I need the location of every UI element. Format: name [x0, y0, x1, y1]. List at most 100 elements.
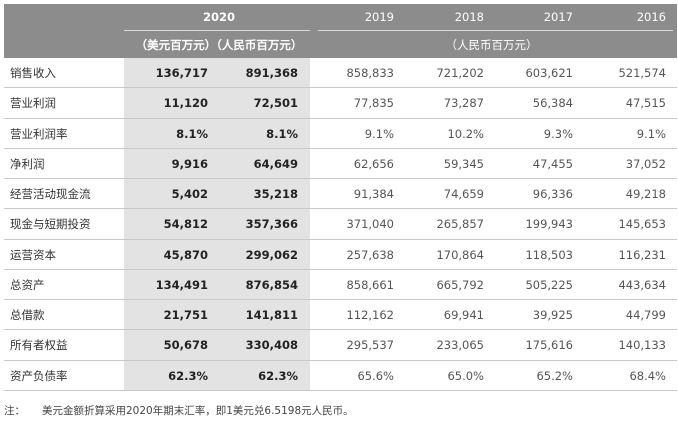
cell-2018: 10.2% [447, 126, 484, 141]
cell-2019: 77,835 [353, 96, 394, 111]
cell-2020-rmb: 141,811 [245, 308, 298, 323]
cell-2019: 65.6% [357, 368, 394, 383]
cell-2018: 59,345 [443, 156, 484, 171]
cell-2020-rmb: 62.3% [258, 368, 298, 383]
cell-2016: 521,574 [618, 66, 666, 80]
cell-2016: 9.1% [636, 126, 666, 141]
column-header-2018: 2018 [454, 10, 484, 24]
cell-2019: 91,384 [353, 187, 394, 202]
cell-2020-rmb: 357,366 [245, 217, 298, 232]
cell-2020-rmb: 330,408 [245, 338, 298, 353]
cell-2018: 721,202 [436, 66, 484, 80]
cell-2020-rmb: 299,062 [245, 247, 298, 262]
cell-2020-rmb: 35,218 [253, 187, 298, 202]
table-row: 总借款 21,751 141,811 112,162 69,941 39,925 44,79… [4, 300, 677, 331]
cell-2016: 44,799 [625, 308, 666, 323]
cell-2020-usd: 136,717 [155, 66, 208, 80]
cell-2016: 443,634 [618, 277, 666, 292]
row-label: 营业利润率 [10, 126, 68, 141]
cell-2019: 371,040 [346, 217, 394, 232]
cell-2020-usd: 134,491 [155, 277, 208, 292]
row-label: 资产负债率 [10, 368, 68, 383]
table-body: 销售收入 136,717 891,368 858,833 721,202 603,621 5… [4, 58, 677, 391]
cell-2020-usd: 21,751 [163, 308, 208, 323]
cell-2017: 199,943 [525, 217, 573, 232]
cell-2017: 505,225 [525, 277, 573, 292]
cell-2016: 145,653 [618, 217, 666, 232]
cell-2016: 47,515 [625, 96, 666, 111]
cell-2020-usd: 9,916 [171, 156, 208, 171]
table-row: 净利润 9,916 64,649 62,656 59,345 47,455 37,052 [4, 149, 677, 180]
table-header: 2020 2019 2018 2017 2016 （美元百万元）（人民币百万元）… [4, 4, 677, 58]
row-label: 营业利润 [10, 96, 56, 111]
footnote-prefix: 注： [4, 405, 25, 417]
cell-2020-usd: 62.3% [168, 368, 208, 383]
header-divider-2020 [124, 30, 310, 31]
cell-2020-rmb: 876,854 [245, 277, 298, 292]
cell-2020-usd: 50,678 [163, 338, 208, 353]
table-row: 总资产 134,491 876,854 858,661 665,792 505,225 44… [4, 270, 677, 301]
column-header-2016: 2016 [636, 10, 666, 24]
row-label: 现金与短期投资 [10, 217, 91, 232]
cell-2020-rmb: 72,501 [253, 96, 298, 111]
table-row: 现金与短期投资 54,812 357,366 371,040 265,857 199,94… [4, 209, 677, 240]
table-row: 所有者权益 50,678 330,408 295,537 233,065 175,616 1… [4, 330, 677, 361]
cell-2020-rmb: 891,368 [245, 66, 298, 80]
cell-2018: 69,941 [443, 308, 484, 323]
column-header-2020: 2020 [202, 10, 235, 24]
cell-2018: 65.0% [447, 368, 484, 383]
cell-2020-rmb: 8.1% [266, 126, 298, 141]
cell-2017: 603,621 [525, 66, 573, 80]
footnote: 注： 美元金额折算采用2020年期末汇率，即1美元兑6.5198元人民币。 [4, 403, 354, 418]
unit-label-2020: （美元百万元）（人民币百万元） [135, 38, 303, 52]
table-row: 营业利润 11,120 72,501 77,835 73,287 56,384 47,515 [4, 88, 677, 119]
cell-2016: 37,052 [625, 156, 666, 171]
cell-2016: 140,133 [618, 338, 666, 353]
row-label: 经营活动现金流 [10, 187, 91, 202]
cell-2019: 9.1% [364, 126, 394, 141]
cell-2018: 665,792 [436, 277, 484, 292]
cell-2018: 74,659 [443, 187, 484, 202]
cell-2020-usd: 54,812 [163, 217, 208, 232]
unit-label-rmb: （人民币百万元） [445, 38, 538, 52]
cell-2017: 9.3% [543, 126, 573, 141]
row-label: 销售收入 [10, 66, 56, 80]
table-row: 营业利润率 8.1% 8.1% 9.1% 10.2% 9.3% 9.1% [4, 119, 677, 149]
cell-2016: 49,218 [625, 187, 666, 202]
cell-2017: 175,616 [525, 338, 573, 353]
cell-2020-usd: 11,120 [163, 96, 208, 111]
table-row: 经营活动现金流 5,402 35,218 91,384 74,659 96,336 49,2… [4, 179, 677, 210]
row-label: 所有者权益 [10, 338, 68, 353]
row-label: 总借款 [10, 308, 45, 323]
cell-2017: 39,925 [532, 308, 573, 323]
cell-2016: 116,231 [618, 247, 666, 262]
row-label: 净利润 [10, 156, 45, 171]
column-header-2019: 2019 [364, 10, 394, 24]
header-divider-rmb [318, 30, 673, 31]
highlight-column-2020 [124, 58, 310, 391]
cell-2017: 118,503 [525, 247, 573, 262]
row-label: 总资产 [10, 277, 45, 292]
cell-2017: 96,336 [532, 187, 573, 202]
footnote-text: 美元金额折算采用2020年期末汇率，即1美元兑6.5198元人民币。 [42, 405, 354, 417]
cell-2017: 65.2% [536, 368, 573, 383]
cell-2018: 265,857 [436, 217, 484, 232]
cell-2018: 170,864 [436, 247, 484, 262]
cell-2018: 73,287 [443, 96, 484, 111]
cell-2019: 257,638 [346, 247, 394, 262]
table-row: 运营资本 45,870 299,062 257,638 170,864 118,503 11… [4, 240, 677, 270]
cell-2020-usd: 45,870 [163, 247, 208, 262]
cell-2017: 56,384 [532, 96, 573, 111]
row-label: 运营资本 [10, 247, 56, 262]
cell-2019: 858,833 [346, 66, 394, 80]
cell-2020-usd: 8.1% [176, 126, 208, 141]
table-row: 资产负债率 62.3% 62.3% 65.6% 65.0% 65.2% 68.4% [4, 361, 677, 391]
cell-2019: 62,656 [353, 156, 394, 171]
cell-2020-rmb: 64,649 [253, 156, 298, 171]
cell-2020-usd: 5,402 [171, 187, 208, 202]
cell-2019: 858,661 [346, 277, 394, 292]
table-row: 销售收入 136,717 891,368 858,833 721,202 603,621 5… [4, 58, 677, 89]
column-header-2017: 2017 [543, 10, 573, 24]
cell-2018: 233,065 [436, 338, 484, 353]
cell-2019: 112,162 [346, 308, 394, 323]
